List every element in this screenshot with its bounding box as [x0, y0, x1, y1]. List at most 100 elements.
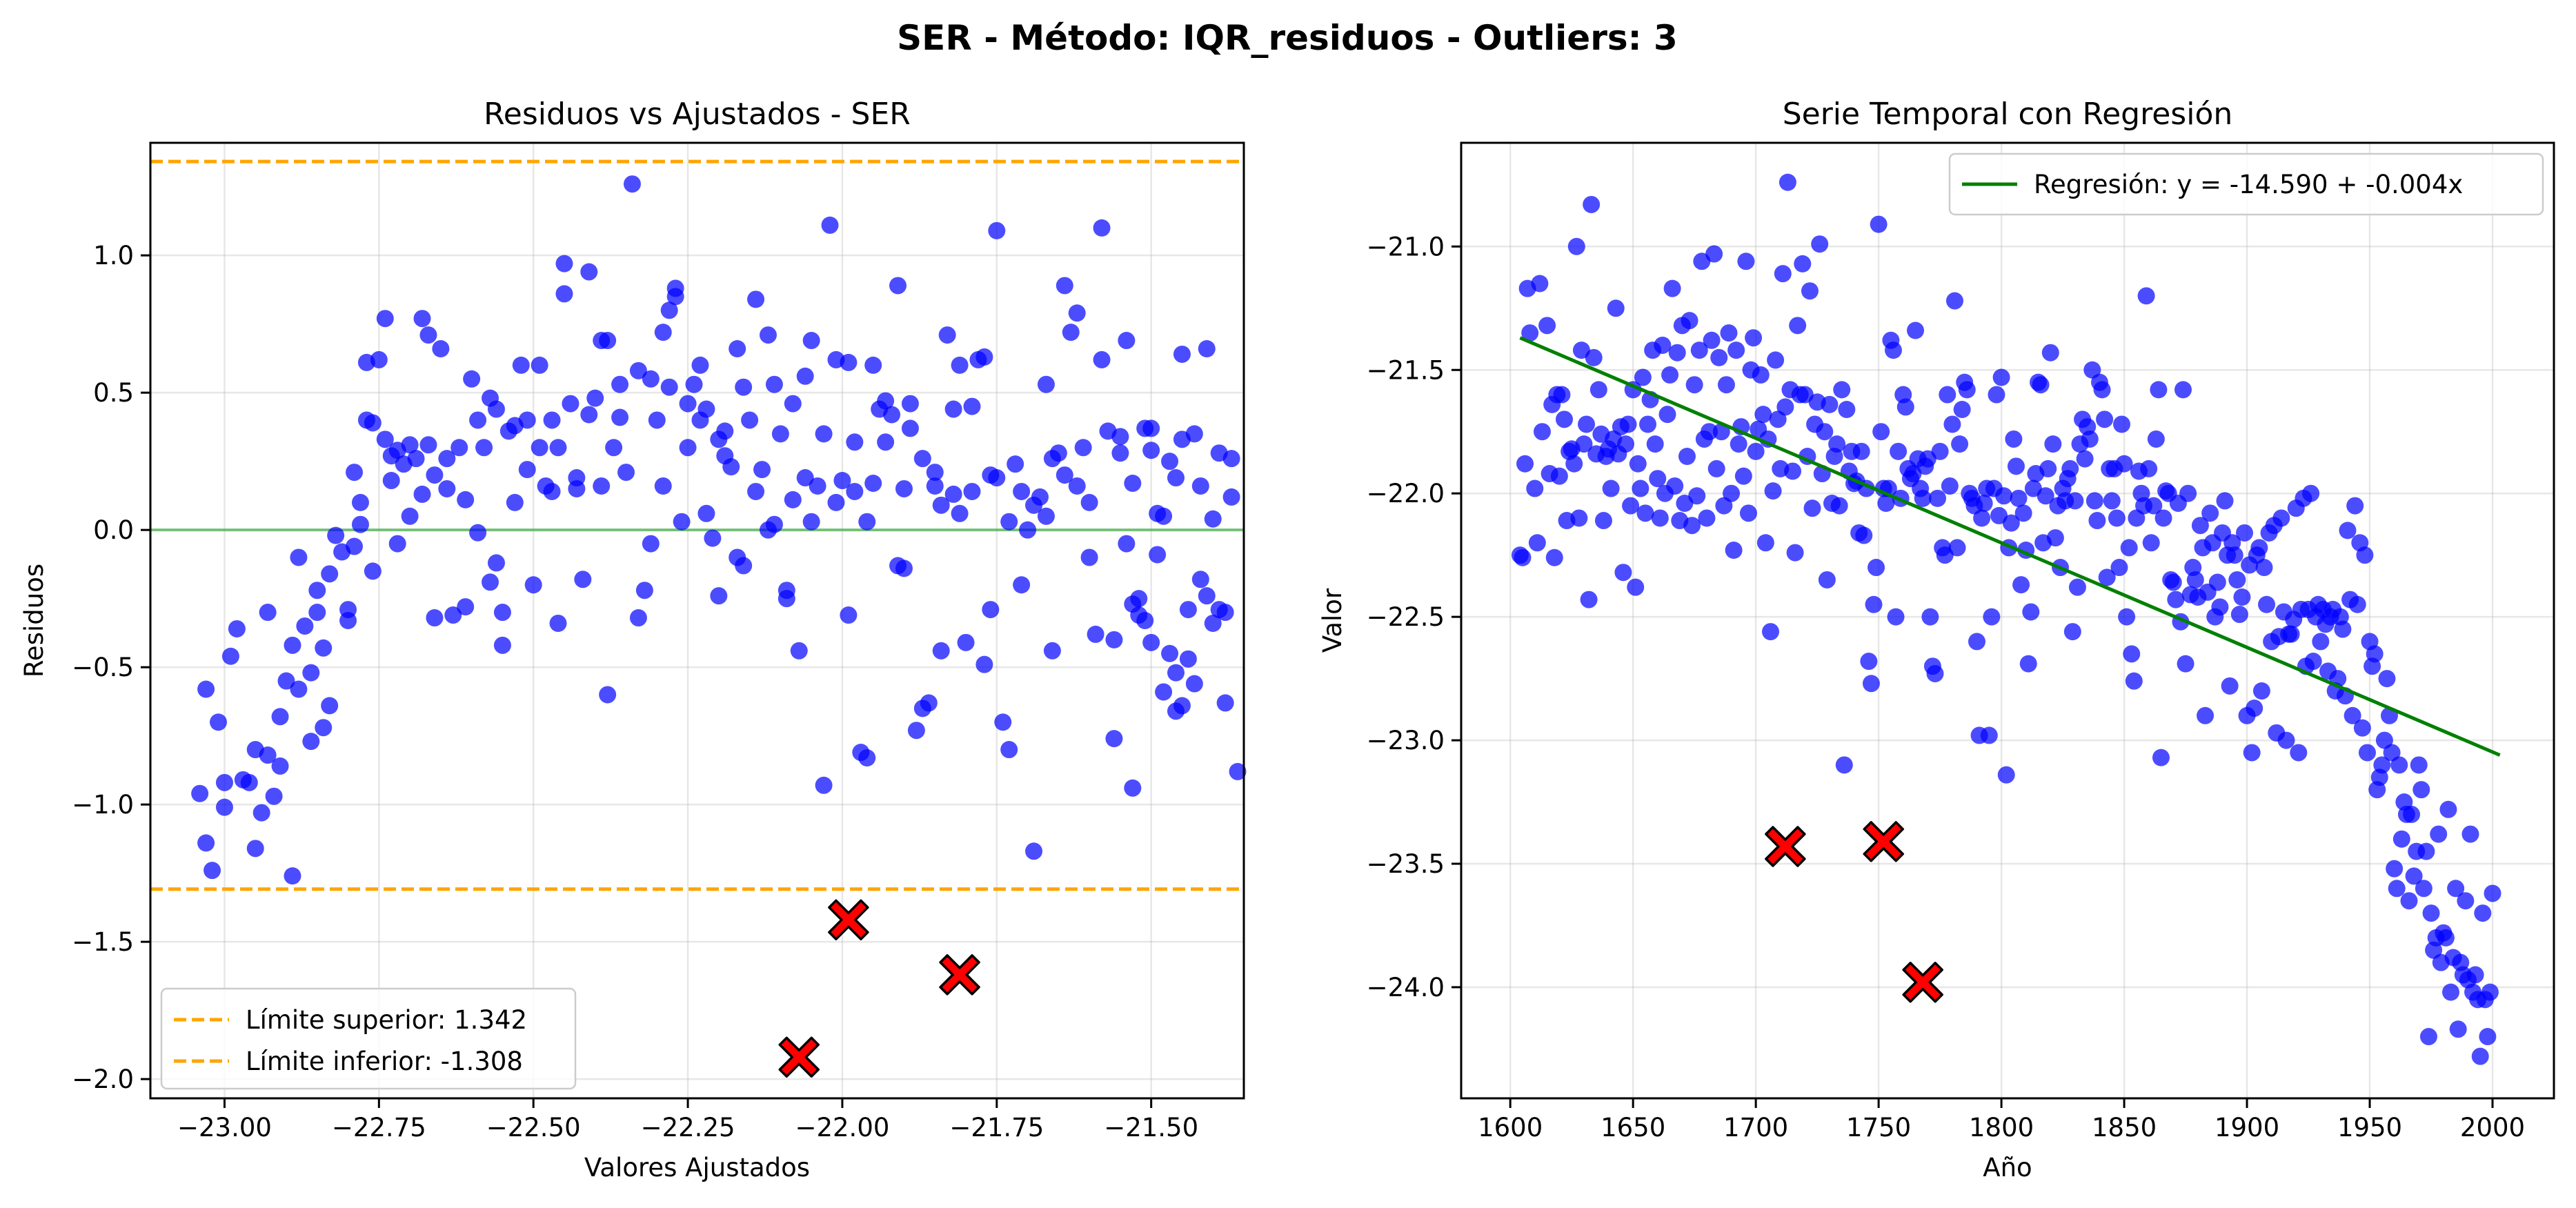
data-point [1570, 509, 1588, 527]
axes-frame [1460, 141, 2555, 1100]
data-point [994, 713, 1012, 731]
data-point [1890, 442, 1908, 460]
data-point [1707, 459, 1725, 477]
data-point [988, 469, 1006, 487]
data-point [1528, 534, 1546, 552]
data-point [2174, 381, 2192, 399]
data-point [1784, 462, 1802, 480]
data-point [562, 395, 579, 413]
data-point [660, 301, 678, 319]
data-point [1538, 317, 1556, 335]
data-point [346, 464, 364, 482]
data-point [2177, 655, 2194, 673]
data-point [2221, 677, 2239, 695]
data-point [2386, 860, 2404, 878]
data-point [259, 746, 277, 764]
data-point [1545, 548, 1563, 566]
data-point [2081, 430, 2099, 448]
x-tick-label: −21.75 [949, 1113, 1044, 1142]
data-point [438, 479, 456, 497]
data-point [487, 400, 505, 418]
data-point [1661, 366, 1679, 384]
data-point [370, 350, 388, 368]
data-point [2290, 744, 2308, 762]
data-point [617, 464, 635, 482]
data-point [549, 439, 567, 457]
data-point [1161, 644, 1179, 662]
x-axis-label: Año [1983, 1153, 2032, 1182]
data-point [988, 221, 1006, 239]
data-point [469, 524, 487, 542]
data-point [364, 414, 382, 432]
data-point [1000, 741, 1018, 759]
data-point [864, 356, 882, 374]
data-point [1723, 484, 1741, 502]
data-point [697, 400, 715, 418]
y-tick-label: −1.5 [72, 927, 134, 957]
data-point [2466, 966, 2484, 984]
data-point [2479, 1028, 2497, 1046]
data-point [327, 526, 345, 544]
data-point [2226, 546, 2243, 564]
y-tick-label: 0.0 [93, 515, 134, 545]
data-point [1161, 453, 1179, 471]
data-point [635, 582, 653, 600]
data-point [308, 582, 326, 600]
data-point [2147, 430, 2165, 448]
data-point [376, 430, 394, 448]
data-point [2125, 672, 2143, 690]
data-point [1142, 442, 1160, 459]
data-point [246, 840, 264, 858]
data-point [2302, 484, 2320, 502]
data-point [2061, 459, 2079, 477]
x-tick-label: −22.25 [641, 1113, 735, 1142]
data-point [1727, 341, 1745, 359]
data-point [1646, 435, 1664, 453]
data-point [729, 339, 746, 357]
y-tick-label: −0.5 [72, 653, 134, 682]
data-point [1779, 173, 1796, 191]
data-point [308, 604, 326, 622]
data-point [463, 370, 481, 388]
data-point [438, 450, 456, 468]
data-point [1531, 275, 1549, 293]
data-point [240, 773, 258, 791]
data-point [1884, 341, 1902, 359]
data-point [1056, 466, 1073, 484]
data-point [1639, 415, 1657, 433]
data-point [321, 697, 339, 715]
data-point [1526, 479, 1544, 497]
data-point [907, 722, 925, 740]
data-point [2041, 344, 2059, 362]
data-point [549, 614, 567, 632]
data-point [1730, 435, 1747, 453]
data-point [586, 389, 604, 407]
data-point [1980, 726, 1998, 744]
x-tick-label: −22.50 [486, 1113, 581, 1142]
data-point [228, 620, 246, 637]
data-point [1968, 633, 1986, 651]
data-point [1619, 415, 1637, 433]
data-point [926, 464, 944, 482]
data-point [432, 339, 450, 357]
data-point [1556, 410, 1574, 428]
data-point [2334, 620, 2352, 638]
data-point [271, 708, 289, 726]
data-point [2007, 457, 2025, 475]
data-point [895, 479, 913, 497]
data-point [2235, 524, 2253, 542]
x-tick-label: 1750 [1846, 1113, 1911, 1142]
data-point [2339, 522, 2357, 539]
data-point [1565, 455, 1583, 473]
data-point [1690, 341, 1708, 359]
data-point [215, 773, 233, 791]
data-point [1737, 253, 1755, 270]
data-point [531, 439, 548, 457]
data-point [673, 513, 691, 531]
data-point [2152, 749, 2170, 766]
data-point [840, 606, 858, 624]
data-point [765, 515, 783, 533]
data-point [1945, 292, 1963, 310]
y-tick-label: −22.5 [1367, 602, 1445, 632]
data-point [697, 504, 715, 522]
